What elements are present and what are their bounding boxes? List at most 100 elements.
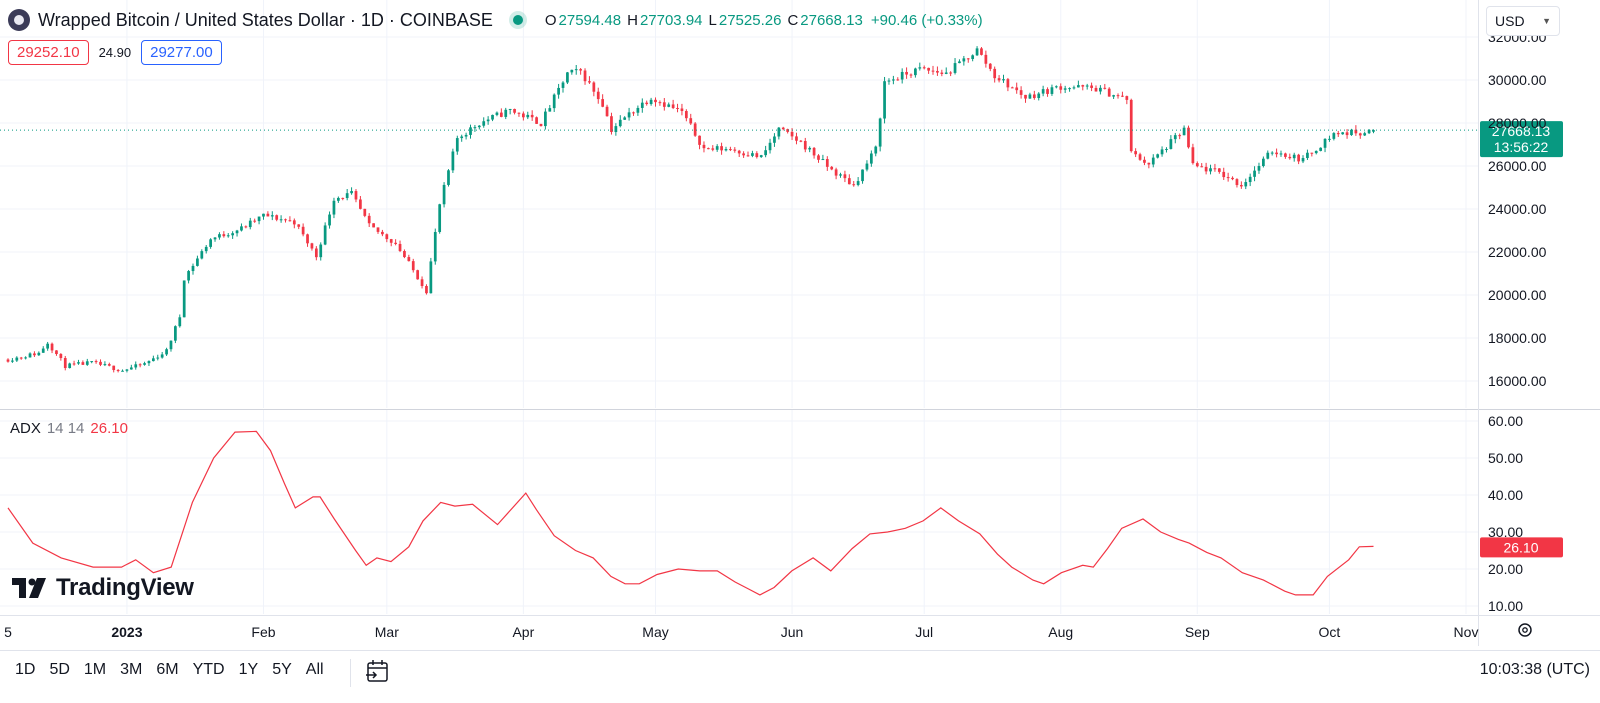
candle[interactable] [940, 69, 944, 77]
candle[interactable] [231, 231, 235, 239]
candle[interactable] [381, 229, 384, 237]
candle[interactable] [156, 354, 160, 361]
range-5y-button[interactable]: 5Y [272, 661, 292, 678]
candle[interactable] [825, 156, 829, 171]
candle[interactable] [314, 246, 318, 261]
candle[interactable] [1292, 152, 1296, 162]
candle[interactable] [213, 237, 217, 242]
gear-icon[interactable] [1518, 623, 1532, 637]
candle[interactable] [376, 227, 380, 234]
candle[interactable] [367, 213, 371, 227]
candle[interactable] [1358, 132, 1362, 139]
candle[interactable] [817, 154, 820, 163]
candle[interactable] [724, 146, 728, 152]
candle[interactable] [971, 54, 975, 62]
range-1d-button[interactable]: 1D [15, 661, 36, 678]
candle[interactable] [196, 255, 199, 267]
candle[interactable] [504, 107, 508, 120]
candle[interactable] [460, 134, 464, 142]
candle[interactable] [341, 197, 345, 201]
candle[interactable] [702, 141, 706, 153]
candle[interactable] [958, 59, 961, 64]
candle[interactable] [403, 249, 406, 259]
candle[interactable] [821, 154, 825, 161]
candle[interactable] [927, 67, 930, 74]
range-ytd-button[interactable]: YTD [192, 661, 225, 678]
range-5d-button[interactable]: 5D [49, 661, 70, 678]
candle[interactable] [905, 67, 908, 79]
candle[interactable] [15, 356, 19, 362]
range-1y-button[interactable]: 1Y [238, 661, 259, 678]
candle[interactable] [1006, 77, 1010, 92]
candle[interactable] [1244, 178, 1248, 190]
candle[interactable] [684, 109, 688, 122]
candle[interactable] [1253, 166, 1256, 182]
candle[interactable] [733, 147, 737, 153]
candle[interactable] [81, 360, 85, 365]
candle[interactable] [852, 180, 856, 187]
candle[interactable] [350, 187, 353, 195]
candle[interactable] [46, 341, 50, 351]
candle[interactable] [398, 240, 402, 253]
candle[interactable] [535, 116, 538, 124]
candle[interactable] [640, 98, 644, 113]
candle[interactable] [1037, 92, 1041, 101]
candle[interactable] [900, 68, 904, 84]
candle[interactable] [103, 361, 107, 367]
candle[interactable] [1143, 156, 1146, 166]
candle[interactable] [147, 360, 151, 366]
candle[interactable] [1059, 83, 1063, 94]
candle[interactable] [997, 75, 1001, 83]
candle[interactable] [160, 351, 164, 359]
candle[interactable] [266, 211, 270, 217]
candle[interactable] [1354, 125, 1358, 136]
symbol-legend[interactable]: Wrapped Bitcoin / United States Dollar ·… [8, 8, 983, 32]
candle[interactable] [288, 216, 292, 222]
candle[interactable] [834, 167, 838, 180]
candle[interactable] [442, 182, 446, 208]
candle[interactable] [1284, 152, 1287, 159]
candle[interactable] [566, 71, 569, 85]
candle[interactable] [372, 223, 375, 228]
candle[interactable] [1288, 153, 1292, 160]
candle[interactable] [544, 108, 547, 130]
candle[interactable] [77, 359, 80, 365]
candle[interactable] [601, 94, 605, 108]
candle[interactable] [1019, 86, 1023, 99]
candle[interactable] [1314, 150, 1318, 155]
candle[interactable] [1068, 87, 1071, 92]
candle[interactable] [570, 69, 574, 75]
candle[interactable] [1341, 132, 1345, 135]
candle[interactable] [803, 137, 807, 153]
candle[interactable] [944, 67, 948, 75]
candle[interactable] [936, 66, 939, 76]
candle[interactable] [1372, 129, 1375, 134]
candle[interactable] [279, 215, 283, 223]
candle[interactable] [50, 342, 54, 354]
candle[interactable] [737, 149, 741, 157]
candle[interactable] [63, 355, 67, 371]
candle[interactable] [649, 97, 653, 106]
candle[interactable] [1125, 95, 1129, 105]
candle[interactable] [151, 355, 155, 362]
candle[interactable] [1306, 149, 1309, 160]
candle[interactable] [191, 263, 195, 275]
candle[interactable] [869, 150, 873, 167]
candle[interactable] [1085, 83, 1089, 90]
candle[interactable] [1151, 154, 1155, 168]
candle[interactable] [1323, 138, 1327, 153]
candle[interactable] [447, 169, 450, 187]
candle[interactable] [605, 104, 609, 117]
candle[interactable] [253, 218, 257, 223]
candle[interactable] [226, 233, 230, 238]
candle[interactable] [33, 351, 36, 357]
candle[interactable] [107, 362, 111, 367]
candle[interactable] [1173, 132, 1177, 144]
candle[interactable] [579, 68, 582, 75]
candle[interactable] [618, 115, 622, 128]
candle[interactable] [11, 358, 14, 363]
candle[interactable] [6, 358, 10, 363]
candle[interactable] [588, 76, 591, 84]
candle[interactable] [530, 110, 534, 121]
